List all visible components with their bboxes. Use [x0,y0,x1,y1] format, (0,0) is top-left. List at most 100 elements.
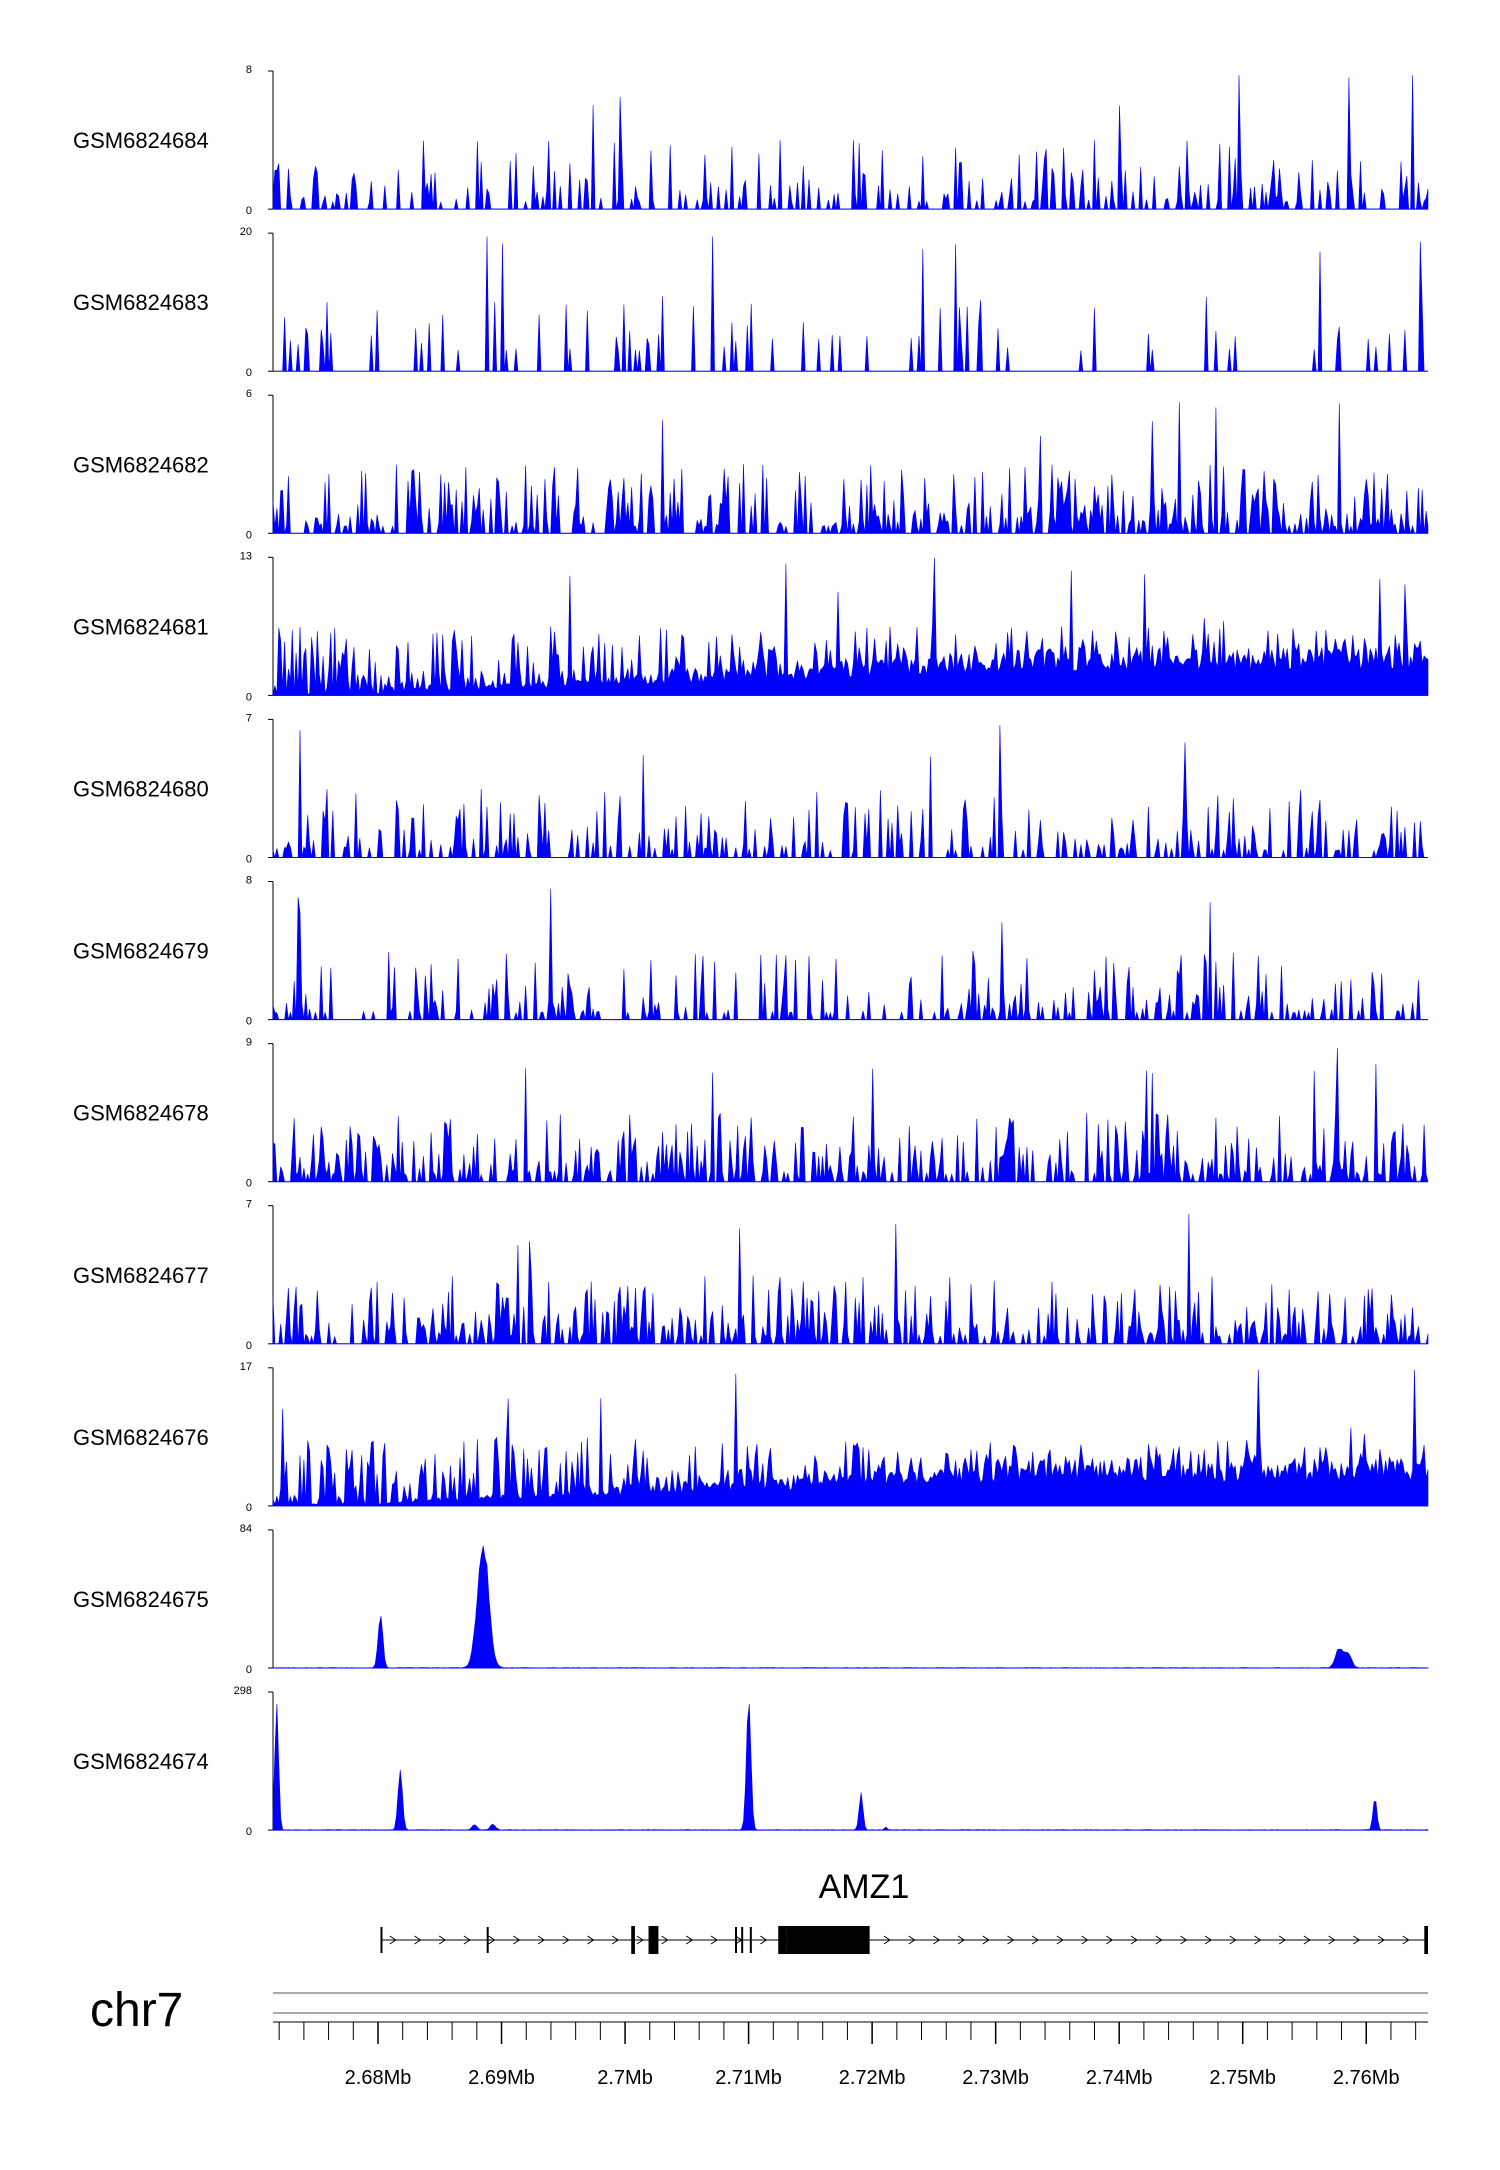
strand-arrow [1402,1935,1410,1945]
x-axis-tick-label: 2.71Mb [715,2067,782,2089]
y-axis-min-label: 0 [246,1664,252,1676]
strand-arrow [957,1935,965,1945]
track-GSM6824681: GSM6824681 13 0 [73,550,1429,703]
strand-arrow [883,1935,891,1945]
y-axis-min-label: 0 [246,1016,252,1028]
strand-arrow [710,1935,718,1945]
strand-arrow [1254,1935,1262,1945]
strand-arrow [1353,1935,1361,1945]
track-label: GSM6824676 [73,1425,209,1450]
strand-arrow [636,1935,644,1945]
coverage-area [272,1703,1429,1831]
strand-arrow [389,1935,397,1945]
track-label: GSM6824678 [73,1101,209,1126]
gene-exon [631,1926,635,1954]
y-axis-max-label: 13 [240,550,252,562]
track-GSM6824679: GSM6824679 8 0 [73,875,1428,1028]
strand-arrow [562,1935,570,1945]
y-axis-max-label: 17 [240,1361,252,1373]
strand-arrow [611,1935,620,1945]
x-axis-tick-label: 2.69Mb [468,2067,535,2089]
x-axis-tick-label: 2.72Mb [839,2067,906,2089]
track-label: GSM6824679 [73,939,209,964]
genome-axis: chr7 2.68Mb 2.69Mb 2.7Mb 2.71Mb 2.72Mb 2.73Mb 2… [90,1984,1428,2089]
strand-arrow [1204,1935,1213,1945]
strand-arrow [537,1935,545,1945]
y-axis-min-label: 0 [246,691,252,703]
y-axis-max-label: 7 [246,1199,252,1211]
coverage-area [272,1369,1429,1507]
track-GSM6824674: GSM6824674 298 0 [73,1685,1429,1838]
gene-exon [749,1927,752,1953]
y-axis-max-label: 20 [240,226,252,238]
coverage-area [272,1213,1429,1345]
y-axis-max-label: 7 [246,712,252,724]
strand-arrow [1303,1935,1311,1945]
strand-arrow [1081,1935,1089,1945]
track-label: GSM6824677 [73,1263,209,1288]
track-label: GSM6824684 [73,128,209,153]
gene-exon [735,1927,737,1953]
coverage-area [272,888,1428,1021]
coverage-area [273,236,1428,372]
track-GSM6824675: GSM6824675 84 0 [73,1523,1429,1676]
strand-arrow [760,1935,768,1945]
strand-arrow [933,1935,941,1945]
strand-arrow [1056,1935,1064,1945]
y-axis-min-label: 0 [246,1340,252,1352]
coverage-area [272,1048,1429,1183]
track-label: GSM6824674 [73,1749,209,1774]
track-GSM6824677: GSM6824677 7 0 [73,1199,1429,1352]
x-axis-tick-label: 2.73Mb [962,2067,1029,2089]
y-axis-max-label: 8 [246,64,252,76]
gene-exon [778,1926,787,1954]
strand-arrow [1031,1935,1040,1945]
coverage-area [272,1545,1429,1669]
strand-arrow [1106,1935,1114,1945]
strand-arrow [1278,1935,1287,1945]
y-axis-min-label: 0 [246,1502,252,1514]
x-axis-tick-label: 2.68Mb [345,2067,412,2089]
strand-arrow [1007,1935,1015,1945]
track-GSM6824683: GSM6824683 20 0 [73,226,1428,379]
track-label: GSM6824675 [73,1587,209,1612]
gene-exon [741,1927,744,1953]
x-axis-tick-label: 2.76Mb [1333,2067,1400,2089]
strand-arrow [1180,1935,1188,1945]
y-axis-max-label: 6 [246,388,252,400]
coverage-area [272,75,1429,210]
y-axis-max-label: 9 [246,1037,252,1049]
track-GSM6824680: GSM6824680 7 0 [73,712,1428,866]
y-axis-min-label: 0 [246,367,252,379]
x-axis-tick-label: 2.7Mb [597,2067,653,2089]
gene-exon [648,1926,659,1954]
chromosome-label: chr7 [90,1984,183,2037]
gene-model-AMZ1: AMZ1 [380,1868,1428,1954]
track-GSM6824684: GSM6824684 8 0 [73,64,1429,217]
x-axis-tick-label: 2.75Mb [1209,2067,1276,2089]
track-GSM6824678: GSM6824678 9 0 [73,1037,1429,1190]
strand-arrow [1155,1935,1163,1945]
strand-arrow [438,1935,447,1945]
y-axis-max-label: 298 [234,1685,252,1697]
strand-arrow [587,1935,595,1945]
y-axis-min-label: 0 [246,529,252,541]
strand-arrow [686,1935,694,1945]
strand-arrow [661,1935,669,1945]
gene-exon [786,1926,870,1954]
y-axis-min-label: 0 [246,1826,252,1838]
strand-arrow [513,1935,521,1945]
strand-arrow [1130,1935,1138,1945]
strand-arrow [982,1935,990,1945]
gene-name-label: AMZ1 [819,1868,910,1906]
y-axis-min-label: 0 [246,1178,252,1190]
strand-arrow [414,1935,422,1945]
strand-arrow [908,1935,916,1945]
x-axis-tick-label: 2.74Mb [1086,2067,1153,2089]
track-label: GSM6824682 [73,452,209,477]
y-axis-min-label: 0 [246,205,252,217]
track-label: GSM6824683 [73,290,209,315]
y-axis-max-label: 8 [246,875,252,887]
coverage-area [272,557,1429,696]
